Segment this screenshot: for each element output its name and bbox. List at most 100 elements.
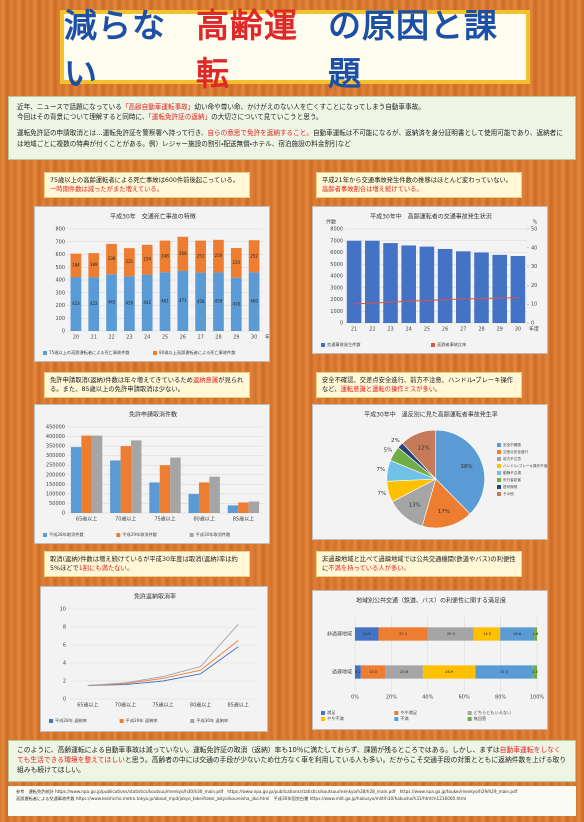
value-label: 13.5 [369, 670, 377, 674]
y-tick-label: 8 [63, 625, 66, 631]
bar [360, 665, 386, 679]
legend-swatch [497, 492, 501, 496]
bar [106, 274, 117, 331]
legend-label: 80歳以上高齢運転者による死亡事故件数 [159, 349, 236, 356]
legend-label: 信号無視 [503, 484, 518, 489]
legend-swatch [116, 533, 121, 537]
value-label: 256 [215, 253, 223, 258]
legend-label: 動静不注視 [503, 470, 521, 475]
value-label: 5% [384, 448, 393, 454]
bar [177, 270, 189, 331]
text: 減らない [64, 6, 166, 93]
y-tick-label: 400000 [46, 434, 65, 440]
x-tick-label: 100% [530, 695, 545, 701]
source: 高齢運転者による交通事故件数 https://www.keishicho.met… [16, 795, 467, 801]
bar [149, 482, 160, 513]
bar [159, 465, 171, 513]
value-label: 17% [438, 509, 450, 515]
y-tick-label: 200000 [46, 472, 65, 478]
legend-label: その他 [503, 491, 514, 496]
sources: 参考 運転免許統計 https://www.npa.go.jp/publicat… [8, 786, 576, 816]
bar [195, 272, 206, 331]
value-label: 14.5 [483, 632, 491, 636]
text: 取消(返納)件数は増え続けているが平成30年度は取消(返納)率は約5%ほどで [50, 556, 238, 573]
bar [355, 627, 379, 641]
text: 75歳以上の高齢運転者による死亡事故は600件前後起こっている。 [50, 177, 240, 184]
intro-paragraph: 運転免許証の申請取消とは…運転免許証を警察署へ持って行き、自らの意思で免許を返納… [17, 128, 567, 148]
value-label: 12.9 [363, 632, 372, 636]
legend-swatch [497, 443, 501, 447]
chart-title: 免許申請取消件数 [129, 411, 177, 419]
value-label: 38% [460, 464, 472, 470]
bar [230, 277, 242, 331]
caption: 平成21年から交通事故発生件数の推移はほとんど変わっていない。高齢者事故割合は増… [316, 172, 522, 198]
pie-slice [435, 429, 485, 515]
bar [248, 240, 260, 273]
bar [141, 274, 153, 331]
legend-swatch [497, 450, 501, 454]
bar [248, 501, 260, 513]
chart: 平成30年中 高齢運転者の交通事故発生状況 0 1000 2000 3000 4000 50… [312, 206, 548, 354]
y-tick-label: 10 [60, 607, 66, 613]
y-tick-label: 5000 [330, 262, 343, 268]
y-tick-label: 100 [55, 316, 65, 322]
bar [131, 440, 142, 513]
chart-title: 平成30年 交通死亡事故の特徴 [110, 213, 196, 221]
bar [248, 272, 260, 331]
x-tick-label: 26 [442, 327, 448, 333]
bar [188, 493, 199, 513]
bar [88, 277, 100, 331]
highlight-text: 高齢運転 [196, 6, 298, 93]
value-label: 248 [161, 253, 169, 258]
caption: 非過疎地域と比べて過疎地域では公共交通機関(鉄道やバス)の利便性に不満を持ってい… [316, 551, 522, 577]
x-tick-label: 20% [386, 695, 397, 701]
bar [230, 247, 242, 278]
legend-label: 75歳以上の高齢運転者による死亡事故件数 [49, 349, 130, 356]
bar [106, 243, 117, 275]
x-tick-label: 22 [108, 335, 114, 341]
value-label: 18.6 [513, 632, 522, 636]
x-tick-label: 60% [459, 695, 470, 701]
highlight-text: 高齢者事故割合は増え続けている。 [322, 186, 423, 194]
legend-label: 交通事故発生件数 [327, 341, 361, 348]
y-tick-label: 4 [63, 661, 66, 667]
pie-slice [421, 478, 471, 529]
bar [401, 245, 416, 323]
intro-paragraph: 今回はその背景について理解すると同時に、「運転免許証の返納」の大切さについて見て… [17, 112, 567, 122]
highlight-text: 「高齢自動車運転事故」 [121, 103, 195, 111]
text: 今回はその背景について理解すると同時に、 [17, 113, 149, 122]
y-tick-label: 1000 [330, 309, 343, 315]
y-tick-label: 250000 [46, 463, 65, 469]
bar [473, 627, 501, 641]
x-tick-label: 28 [215, 335, 221, 341]
bar [177, 236, 189, 271]
value-label: 27.1 [399, 632, 407, 636]
value-label: 418 [232, 301, 240, 306]
chart-title: 平成30年中 高齢運転者の交通事故発生状況 [370, 213, 492, 221]
caption: 取消(返納)件数は増え続けているが平成30年度は取消(返納)率は約5%ほどで1割… [44, 551, 250, 577]
legend-label: 平成30年 返納率 [196, 717, 228, 724]
bar [500, 627, 535, 641]
y-tick-label: 500 [55, 265, 65, 271]
y-tick-label: 3000 [330, 285, 343, 291]
legend-label: 無回答 [474, 715, 487, 722]
bar [346, 240, 362, 323]
value-label: 31.5 [500, 670, 508, 674]
y2-axis-label: % [533, 220, 538, 226]
y-tick-label: 0 [62, 329, 65, 335]
x-tick-label: 20 [73, 335, 79, 341]
x-tick-label: 29 [497, 327, 503, 333]
value-label: 251 [197, 254, 205, 259]
y2-tick-label: 10 [531, 302, 537, 308]
value-label: 458 [197, 299, 205, 304]
legend-label: 満足 [327, 709, 336, 716]
legend-swatch [43, 351, 47, 355]
legend-label: どちらともいえない [474, 709, 512, 716]
y-tick-label: 600 [55, 252, 65, 258]
bar [213, 239, 224, 273]
x-tick-label: 27 [460, 327, 466, 333]
chart: 地域別公共交通（鉄道、バス）の利便性に関する満足度 0% 20% 40% 60% 80% 1… [312, 590, 548, 730]
x-tick-label: 21 [91, 335, 97, 341]
x-tick-label: 70歳以上 [115, 516, 136, 523]
y-tick-label: 700 [55, 239, 65, 245]
